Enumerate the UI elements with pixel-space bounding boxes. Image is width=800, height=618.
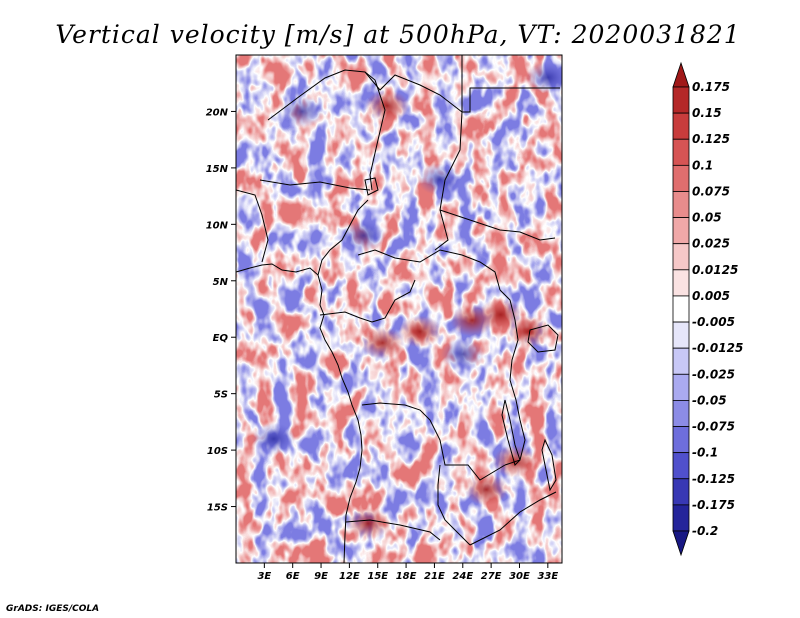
border-sudan-egypt (461, 55, 560, 113)
colorbar-swatch (672, 347, 690, 375)
border-drc-south (361, 402, 506, 481)
border-congo (319, 279, 416, 323)
hotspot-up (346, 507, 391, 540)
colorbar-label: -0.0125 (692, 341, 743, 355)
colorbar-swatch (672, 243, 690, 271)
colorbar-label: -0.175 (692, 498, 735, 512)
colorbar-label: 0.15 (692, 106, 722, 120)
hotspot-down (251, 422, 296, 455)
hotspot-down (417, 163, 462, 196)
border-car (357, 249, 501, 291)
map-area (235, 54, 563, 564)
colorbar-swatch (672, 191, 690, 218)
y-tick-label: 15S (207, 503, 228, 514)
colorbar-swatch (672, 86, 690, 114)
colorbar: 0.175 0.15 0.125 0.1 0.075 0.05 0.025 0.0125 0.0… (672, 61, 743, 557)
x-tick-label: 30E (509, 571, 530, 582)
x-axis: 3E 6E 9E 12E 15E 18E 21E 24E 27E 30E 33E (257, 563, 558, 582)
x-tick-label: 24E (452, 571, 473, 582)
border-west (236, 189, 269, 263)
border-drc-east (499, 289, 526, 466)
border-zambia-south (469, 491, 557, 546)
colorbar-swatch (672, 295, 690, 323)
border-angola-zambia (437, 464, 471, 546)
colorbar-label: -0.2 (692, 524, 718, 538)
x-tick-label: 9E (314, 571, 328, 582)
hotspot-down (440, 338, 485, 371)
y-tick-label: 5S (214, 390, 228, 401)
colorbar-label: 0.0125 (692, 263, 738, 277)
colorbar-swatch (672, 164, 690, 192)
y-tick-label: 5N (213, 277, 229, 288)
colorbar-label: 0.175 (692, 80, 730, 94)
border-sudan-south (439, 209, 556, 241)
colorbar-swatch (672, 504, 690, 532)
hotspot-up (464, 473, 509, 506)
colorbar-label: -0.1 (692, 446, 718, 460)
coastline (236, 263, 363, 563)
colorbar-label: 0.125 (692, 132, 730, 146)
y-tick-label: 20N (206, 107, 229, 118)
colorbar-label: 0.1 (692, 158, 713, 172)
x-tick-label: 18E (396, 571, 417, 582)
y-axis: 20N 15N 10N 5N EQ 5S 10S 15S (206, 107, 236, 514)
map-frame (235, 54, 563, 564)
colorbar-label: 0.075 (692, 184, 730, 198)
hotspot-up (365, 89, 410, 122)
colorbar-swatch (672, 452, 690, 480)
border-angola-namibia (345, 519, 441, 541)
y-tick-label: 10S (207, 446, 228, 457)
lake-victoria (527, 324, 559, 353)
x-tick-label: 27E (481, 571, 502, 582)
lake-chad (364, 177, 379, 196)
colorbar-arrow-top (672, 61, 690, 88)
colorbar-swatch (672, 426, 690, 454)
y-tick-label: EQ (213, 333, 229, 344)
colorbar-swatch (672, 400, 690, 427)
chart-title: Vertical velocity [m/s] at 500hPa, VT: 2… (55, 20, 740, 49)
colorbar-swatch (672, 321, 690, 349)
colorbar-label: 0.05 (692, 211, 722, 225)
lake-malawi (541, 438, 557, 492)
hotspot-layer (251, 61, 562, 540)
colorbar-swatch (672, 138, 690, 166)
colorbar-label: -0.125 (692, 472, 735, 486)
hotspot-down (341, 219, 386, 252)
lake-tanganyika (501, 399, 521, 466)
border-niger-algeria (267, 69, 463, 121)
colorbar-arrow-bottom (672, 530, 690, 557)
colorbar-label: -0.05 (692, 393, 727, 407)
colorbar-swatch (672, 112, 690, 140)
colorbar-swatch (672, 373, 690, 401)
y-tick-label: 15N (206, 164, 229, 175)
x-tick-label: 12E (339, 571, 360, 582)
x-tick-label: 15E (367, 571, 388, 582)
x-tick-label: 6E (286, 571, 300, 582)
colorbar-swatch (672, 269, 690, 297)
colorbar-swatch (672, 478, 690, 506)
x-tick-label: 21E (424, 571, 445, 582)
colorbar-label: 0.025 (692, 237, 730, 251)
colorbar-swatch (672, 217, 690, 245)
grads-credit: GrADS: IGES/COLA (6, 604, 100, 614)
hotspot-down (280, 95, 325, 128)
hotspot-up (398, 315, 443, 348)
border-nigeria-cameroon (317, 199, 369, 276)
hotspot-up (360, 326, 405, 359)
colorbar-label: -0.025 (692, 367, 735, 381)
border-nigeria-niger (259, 179, 371, 191)
border-chad-libya (364, 71, 386, 191)
colorbar-label: -0.075 (692, 420, 735, 434)
colorbar-label: -0.005 (692, 315, 735, 329)
boundaries (236, 55, 560, 563)
x-tick-label: 3E (257, 571, 271, 582)
colorbar-label: 0.005 (692, 289, 730, 303)
y-tick-label: 10N (206, 220, 229, 231)
border-chad-sudan (434, 111, 463, 251)
hotspot-down (525, 61, 562, 94)
x-tick-label: 33E (537, 571, 558, 582)
